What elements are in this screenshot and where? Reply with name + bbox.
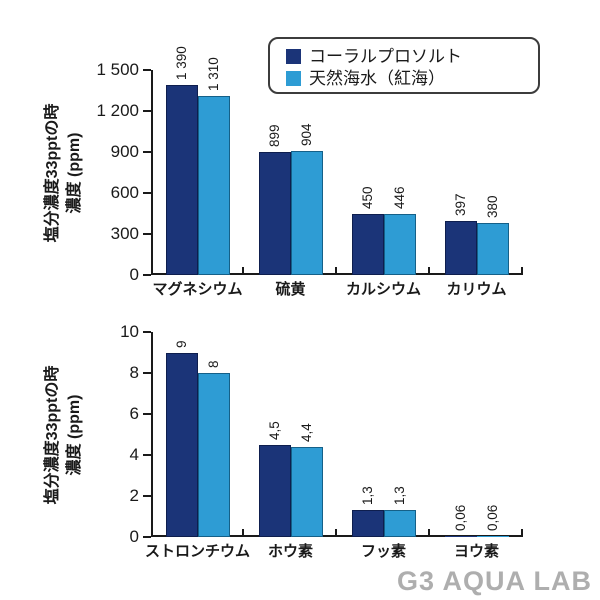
x-axis-tick <box>242 529 244 537</box>
bar-series2 <box>197 95 230 275</box>
category-label: ヨウ素 <box>453 543 499 560</box>
y-axis-tick-label: 0 <box>129 527 139 546</box>
y-axis-tick <box>143 110 151 112</box>
bar-series1 <box>165 85 198 275</box>
y-axis-tick <box>143 69 151 71</box>
legend: コーラルプロソルト 天然海水（紅海） <box>268 37 540 94</box>
bar-series2 <box>476 535 509 537</box>
y-axis-tick-label: 10 <box>120 322 139 341</box>
y-axis-tick-label: 600 <box>110 183 139 202</box>
bar-series1 <box>258 444 291 537</box>
category-label: ホウ素 <box>267 543 313 560</box>
x-axis-tick <box>428 267 430 275</box>
bar-series2 <box>383 510 416 537</box>
bar-series1 <box>351 213 384 275</box>
bar-series1 <box>258 152 291 275</box>
y-axis-tick <box>143 274 151 276</box>
bar-value-label: 0,06 <box>484 504 500 531</box>
bar-series2 <box>383 214 416 275</box>
bar-series2 <box>290 446 323 537</box>
y-axis-title: 塩分濃度33pptの時 濃度 (ppm) <box>42 315 88 555</box>
legend-item-natural-seawater: 天然海水（紅海） <box>286 68 538 89</box>
x-axis-tick <box>521 529 523 537</box>
y-axis-tick <box>143 413 151 415</box>
y-axis-tick-label: 900 <box>110 142 139 161</box>
y-axis-tick-label: 300 <box>110 224 139 243</box>
y-axis-tick-label: 1 200 <box>96 101 139 120</box>
x-axis-tick <box>242 267 244 275</box>
bar-value-label: 1,3 <box>391 486 407 506</box>
legend-item-coral-pro-salt: コーラルプロソルト <box>286 46 538 67</box>
y-axis-tick-label: 1 500 <box>96 60 139 79</box>
category-label: ストロンチウム <box>144 543 250 560</box>
bar-series2 <box>476 223 509 275</box>
legend-swatch-series1 <box>286 49 301 64</box>
y-axis-tick-label: 4 <box>129 445 139 464</box>
watermark: G3 AQUA LAB <box>396 566 592 596</box>
y-axis-tick <box>143 454 151 456</box>
y-axis-tick-label: 8 <box>129 363 139 382</box>
legend-label-series2: 天然海水（紅海） <box>309 68 445 88</box>
y-axis-tick <box>143 536 151 538</box>
plot-area <box>151 70 523 275</box>
y-axis-tick <box>143 495 151 497</box>
y-axis-tick-label: 6 <box>129 404 139 423</box>
x-axis-tick <box>335 529 337 537</box>
bar-value-label: 9 <box>173 339 189 348</box>
y-axis-tick <box>143 151 151 153</box>
bar-series1 <box>444 535 477 537</box>
category-label: フッ素 <box>360 543 406 560</box>
category-label: マグネシウム <box>152 281 243 298</box>
y-axis-tick <box>143 331 151 333</box>
x-axis-tick <box>521 267 523 275</box>
bar-value-label: 4,5 <box>266 420 282 440</box>
legend-swatch-series2 <box>286 71 301 86</box>
y-axis-title-line1: 塩分濃度33pptの時 <box>44 365 61 504</box>
x-axis-tick <box>428 529 430 537</box>
bar-series1 <box>165 352 198 537</box>
bar-value-label: 1,3 <box>359 486 375 506</box>
x-axis-tick <box>335 267 337 275</box>
bar-series2 <box>197 373 230 537</box>
legend-label-series1: コーラルプロソルト <box>309 46 462 66</box>
category-label: 硫黄 <box>275 281 306 298</box>
bar-value-label: 4,4 <box>298 423 314 442</box>
bar-series1 <box>351 510 384 537</box>
bar-series2 <box>290 151 323 275</box>
category-label: カルシウム <box>345 281 421 298</box>
y-axis-title-line2: 濃度 (ppm) <box>66 394 83 475</box>
bar-value-label: 8 <box>205 360 221 368</box>
plot-area <box>151 332 523 537</box>
y-axis-tick <box>143 372 151 374</box>
y-axis-tick-label: 2 <box>129 486 139 505</box>
y-axis-tick <box>143 233 151 235</box>
category-label: カリウム <box>446 281 507 298</box>
bar-value-label: 0,06 <box>452 504 468 531</box>
y-axis-tick <box>143 192 151 194</box>
bar-series1 <box>444 220 477 275</box>
y-axis-tick-label: 0 <box>129 265 139 284</box>
